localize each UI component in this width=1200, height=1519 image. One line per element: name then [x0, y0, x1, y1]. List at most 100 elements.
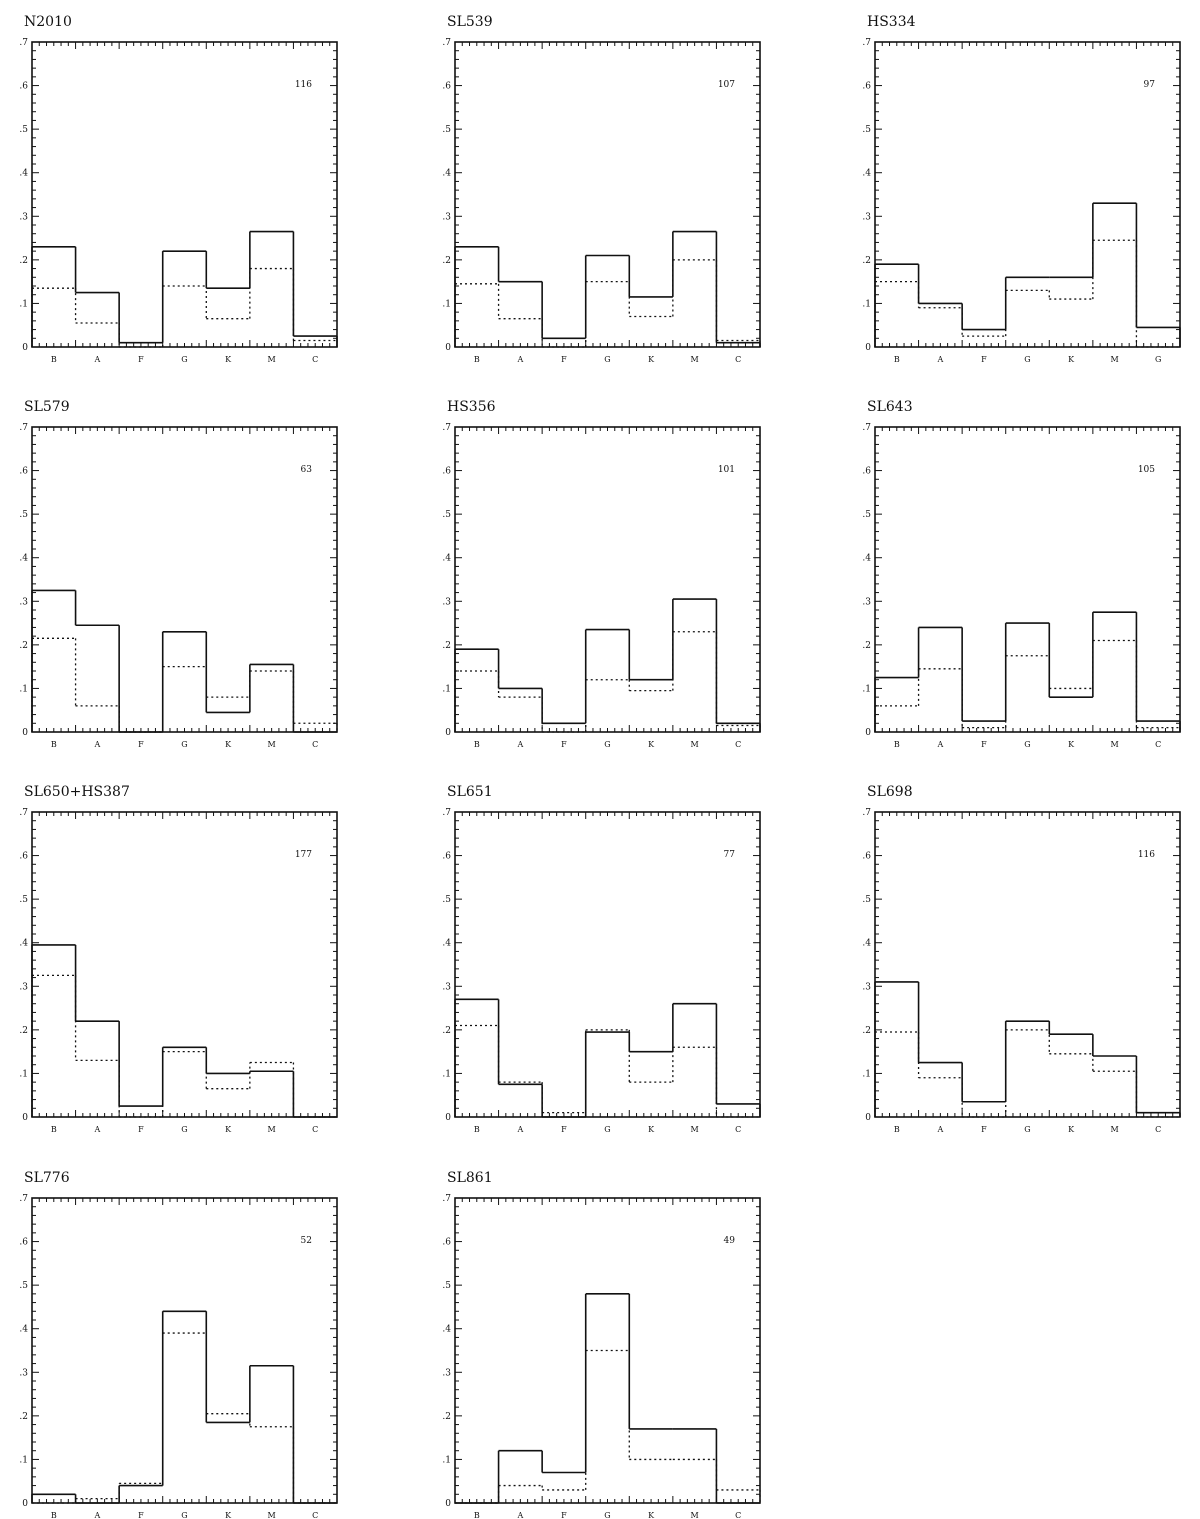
x-tick-label: B [51, 355, 57, 364]
x-tick-label: M [691, 355, 699, 364]
y-tick-label: .3 [19, 597, 28, 607]
sample-count-label: 105 [1138, 465, 1155, 475]
dotted-series [874, 239, 1180, 348]
solid-series [874, 611, 1181, 732]
x-tick-label: K [648, 355, 655, 364]
x-tick-label: C [312, 1125, 318, 1134]
y-tick-label: .5 [862, 510, 871, 520]
x-tick-label: M [691, 1511, 699, 1519]
plot-frame [874, 41, 1181, 348]
x-tick-label: F [138, 355, 144, 364]
x-tick-label: G [1024, 740, 1030, 749]
x-tick-label: K [648, 1511, 655, 1519]
panel-title: SL776 [24, 1170, 70, 1186]
y-tick-label: 0 [865, 343, 871, 353]
histogram-panel-sl861: SL861 0 .1 .2 .3 .4 .5 .6 .7 B A F G K M C 49 [442, 1170, 761, 1519]
y-tick-label: 0 [22, 1113, 28, 1123]
y-tick-label: .7 [442, 423, 451, 433]
plot-frame [454, 811, 761, 1118]
y-tick-label: .2 [19, 1412, 28, 1422]
x-tick-label: K [1068, 1125, 1075, 1134]
x-tick-label: M [1111, 1125, 1119, 1134]
solid-series [874, 981, 1181, 1117]
x-tick-label: M [1111, 740, 1119, 749]
x-tick-label: A [936, 740, 943, 749]
y-tick-label: .1 [442, 684, 451, 694]
y-tick-label: .6 [442, 1238, 451, 1248]
y-tick-label: .4 [862, 169, 871, 179]
x-tick-label: F [981, 355, 987, 364]
plot-frame [31, 41, 338, 348]
x-tick-label: F [138, 1511, 144, 1519]
y-tick-label: .6 [442, 852, 451, 862]
y-tick-label: .3 [19, 982, 28, 992]
y-tick-label: .2 [442, 1412, 451, 1422]
x-tick-label: C [735, 355, 741, 364]
solid-series [31, 944, 337, 1118]
x-tick-label: G [181, 1511, 187, 1519]
plot-frame [874, 426, 1181, 733]
y-tick-label: .1 [19, 1455, 28, 1465]
x-tick-label: G [1024, 355, 1030, 364]
dotted-series [455, 1349, 761, 1504]
y-tick-label: .1 [19, 1069, 28, 1079]
y-tick-label: .1 [19, 299, 28, 309]
y-tick-label: .4 [442, 939, 451, 949]
y-tick-label: 0 [865, 1113, 871, 1123]
x-tick-label: F [981, 740, 987, 749]
y-tick-label: .6 [862, 467, 871, 477]
y-tick-label: .7 [19, 1194, 28, 1204]
x-tick-label: F [561, 355, 567, 364]
y-tick-label: .3 [442, 982, 451, 992]
panel-title: HS356 [447, 399, 496, 415]
y-tick-label: .5 [19, 510, 28, 520]
histogram-panel-sl650-hs387: SL650+HS387 0 .1 .2 .3 .4 .5 .6 .7 B A F G K M C 177 [19, 784, 338, 1134]
sample-count-label: 101 [718, 465, 735, 475]
x-tick-label: A [93, 355, 100, 364]
x-tick-label: F [561, 1511, 567, 1519]
sample-count-label: 77 [724, 850, 736, 860]
solid-series [454, 998, 761, 1118]
y-tick-label: 0 [445, 1113, 451, 1123]
y-tick-label: .1 [862, 1069, 871, 1079]
x-tick-label: A [936, 355, 943, 364]
x-tick-label: C [735, 1125, 741, 1134]
y-tick-label: .7 [862, 423, 871, 433]
x-tick-label: F [981, 1125, 987, 1134]
sample-count-label: 116 [1138, 850, 1155, 860]
histogram-panel-hs356: HS356 0 .1 .2 .3 .4 .5 .6 .7 B A F G K M C 101 [442, 399, 761, 749]
dotted-series [31, 267, 338, 348]
histogram-panel-sl539: SL539 0 .1 .2 .3 .4 .5 .6 .7 B A F G K M C 107 [442, 14, 761, 364]
sample-count-label: 63 [301, 465, 313, 475]
panel-title: SL643 [867, 399, 913, 415]
x-tick-label: C [312, 355, 318, 364]
y-tick-label: .5 [862, 895, 871, 905]
y-tick-label: .2 [19, 256, 28, 266]
y-tick-label: .1 [862, 299, 871, 309]
y-tick-label: .3 [862, 212, 871, 222]
dotted-series [31, 637, 338, 733]
x-tick-label: M [691, 740, 699, 749]
sample-count-label: 107 [718, 80, 735, 90]
y-tick-label: .6 [442, 82, 451, 92]
dotted-series [31, 974, 337, 1118]
y-tick-label: .7 [442, 808, 451, 818]
y-tick-label: .7 [19, 423, 28, 433]
x-tick-label: G [181, 355, 187, 364]
x-tick-label: B [51, 1511, 57, 1519]
x-tick-label: C [735, 1511, 741, 1519]
x-tick-label: M [268, 1511, 276, 1519]
y-tick-label: .1 [19, 684, 28, 694]
y-tick-label: .5 [19, 895, 28, 905]
panel-title: SL539 [447, 14, 493, 30]
y-tick-label: .4 [442, 169, 451, 179]
dotted-series [454, 631, 761, 733]
x-tick-label: B [474, 1511, 480, 1519]
sample-count-label: 116 [295, 80, 312, 90]
y-tick-label: 0 [22, 1499, 28, 1509]
y-tick-label: .6 [862, 852, 871, 862]
panel-title: SL650+HS387 [24, 784, 130, 800]
solid-series [874, 202, 1181, 347]
panel-title: SL861 [447, 1170, 493, 1186]
sample-count-label: 52 [301, 1236, 312, 1246]
